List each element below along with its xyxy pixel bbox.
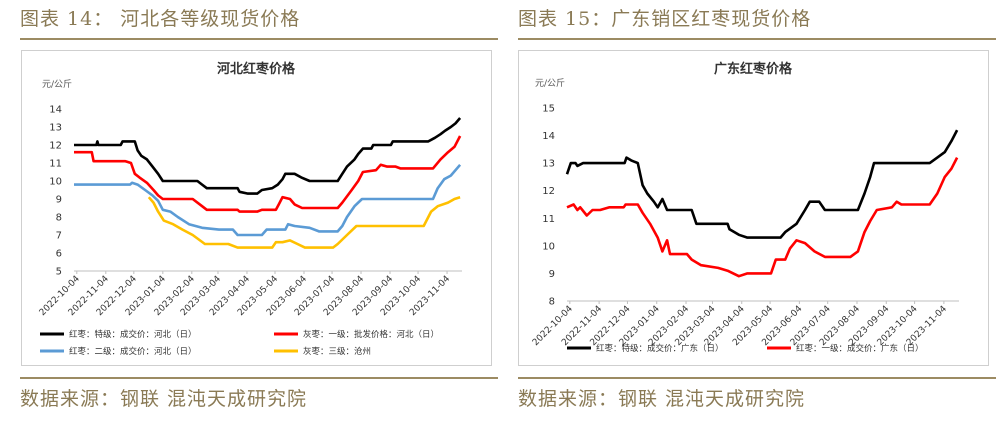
left-source-note: 数据来源：钢联 混沌天成研究院 [20,388,308,410]
y-tick-label: 10 [49,177,62,188]
left-heading-rule [20,38,498,40]
legend-label-2: 灰枣：一级：批发价格：河北（日） [303,329,439,340]
series-line-2 [74,135,462,213]
y-tick-label: 15 [542,104,555,115]
y-tick-label: 13 [49,123,62,134]
series-line-1 [565,129,959,239]
y-tick-label: 14 [542,131,555,142]
y-tick-label: 7 [56,231,62,242]
y-tick-label: 11 [542,214,555,225]
y-tick-label: 12 [49,141,62,152]
y-tick-label: 9 [549,269,555,280]
legend-label-2: 红枣：一级：成交价：广东（日） [796,343,924,354]
series-line-4 [147,195,461,249]
hebei-price-chart: 河北红枣价格元/公斤5678910111213142022-10-042022-… [38,61,462,357]
left-chart-frame: 河北红枣价格 元/公斤 5 6 7 8 9 10 11 12 13 14 2022-10-04 2022-… [21,50,492,366]
chart-title: 河北红枣价格 [217,61,296,77]
right-heading-rule [518,38,996,40]
left-source-rule [20,377,498,379]
y-tick-label: 8 [56,213,62,224]
y-axis-unit-label: 元/公斤 [535,78,565,89]
left-panel-heading: 图表 14： 河北各等级现货价格 [20,8,301,30]
y-tick-label: 14 [49,105,62,116]
series-line-1 [74,117,462,195]
legend-label-1: 红枣：特级：成交价：河北（日） [69,329,197,340]
y-tick-label: 10 [542,241,555,252]
y-tick-label: 11 [49,159,62,170]
legend-label-3: 红枣：二级：成交价：河北（日） [69,346,197,357]
chart-title: 广东红枣价格 [714,61,793,77]
guangdong-price-chart: 广东红枣价格元/公斤891011121314152022-10-042022-1… [531,61,959,354]
y-tick-label: 6 [56,249,62,260]
y-tick-label: 9 [56,195,62,206]
series-line-2 [566,157,959,278]
right-source-rule [518,377,996,379]
y-tick-label: 8 [549,297,555,308]
y-tick-label: 12 [542,186,555,197]
y-tick-label: 13 [542,159,555,170]
series-line-3 [74,163,462,237]
legend-label-4: 灰枣：三级：沧州 [303,346,371,357]
right-panel-heading: 图表 15：广东销区红枣现货价格 [518,8,812,30]
legend-label-1: 红枣：特级：成交价：广东（日） [596,343,724,354]
right-chart-frame: 广东红枣价格 元/公斤 8 9 10 11 12 13 14 15 2022-10-04 2022-1… [518,50,989,366]
y-axis-unit-label: 元/公斤 [42,79,72,90]
right-source-note: 数据来源：钢联 混沌天成研究院 [518,388,806,410]
y-tick-label: 5 [56,267,62,278]
